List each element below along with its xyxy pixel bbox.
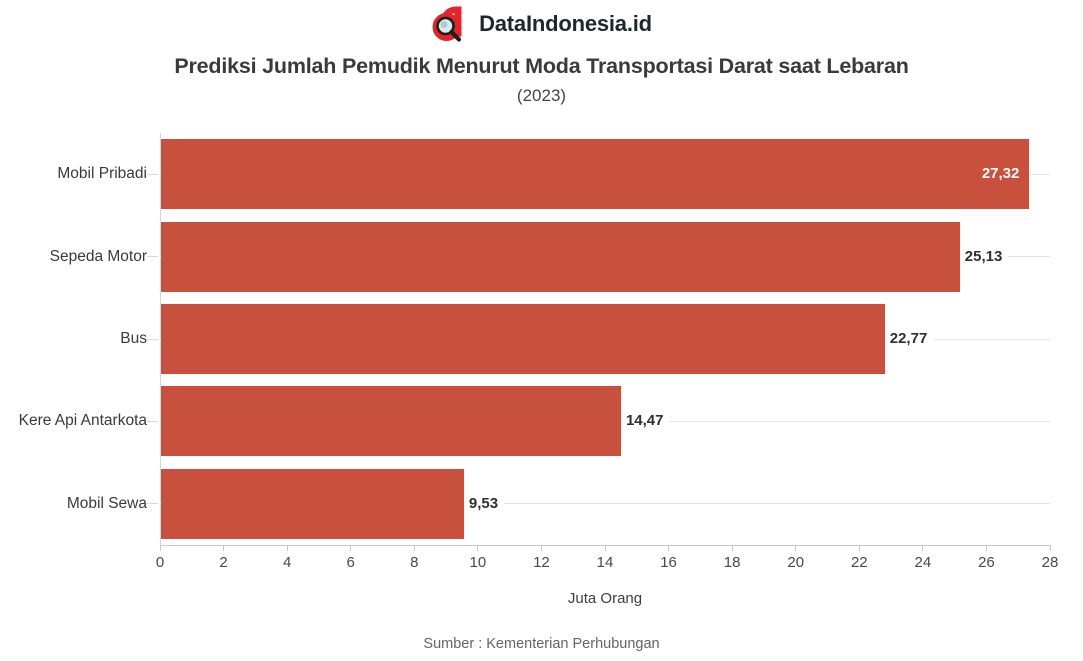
dataindonesia-logo-icon bbox=[431, 5, 469, 43]
x-axis-title: Juta Orang bbox=[567, 590, 643, 607]
x-tick-mark bbox=[731, 546, 733, 551]
x-tick-label: 14 bbox=[596, 554, 614, 571]
category-label: Bus bbox=[120, 330, 147, 347]
x-tick-mark bbox=[668, 546, 670, 551]
x-tick-label: 18 bbox=[723, 554, 741, 571]
x-tick-label: 12 bbox=[533, 554, 550, 571]
x-tick-label: 16 bbox=[660, 554, 677, 571]
brand-name: DataIndonesia.id bbox=[479, 11, 652, 36]
bar-mobil-sewa bbox=[161, 468, 464, 539]
y-tick-mark bbox=[147, 173, 158, 175]
x-tick-label: 8 bbox=[410, 554, 419, 571]
x-tick-label: 28 bbox=[1041, 554, 1059, 571]
value-label: 27,32 bbox=[981, 165, 1020, 183]
x-tick-label: 4 bbox=[282, 554, 292, 571]
chart-subtitle: (2023) bbox=[516, 86, 567, 105]
x-tick-label: 2 bbox=[219, 554, 228, 571]
x-tick-mark bbox=[223, 546, 225, 551]
x-tick-mark bbox=[858, 546, 860, 551]
brand-header: DataIndonesia.id bbox=[0, 5, 1083, 43]
x-tick-mark bbox=[413, 546, 415, 551]
chart-title: Prediksi Jumlah Pemudik Menurut Moda Tra… bbox=[174, 54, 909, 78]
x-tick-label: 20 bbox=[787, 554, 805, 571]
x-axis-line bbox=[160, 545, 1051, 546]
x-tick-mark bbox=[540, 546, 542, 551]
category-label: Kere Api Antarkota bbox=[18, 412, 147, 430]
bar-bus bbox=[161, 304, 885, 374]
x-tick-mark bbox=[922, 546, 924, 551]
value-label: 22,77 bbox=[884, 329, 934, 349]
x-tick-label: 10 bbox=[469, 554, 487, 571]
y-tick-mark bbox=[147, 503, 158, 505]
bar-chart-plot: 0 2 4 6 8 10 12 14 16 18 20 22 24 26 28 Mobil Pribadi 27… bbox=[19, 133, 1058, 571]
x-tick-mark bbox=[350, 546, 352, 551]
x-tick-label: 24 bbox=[914, 554, 932, 571]
x-tick-mark bbox=[795, 546, 797, 551]
y-tick-mark bbox=[147, 420, 158, 422]
x-tick-mark bbox=[286, 546, 288, 551]
x-tick-mark bbox=[985, 546, 987, 551]
x-tick-mark bbox=[159, 546, 161, 551]
y-tick-mark bbox=[147, 338, 158, 340]
y-axis-line bbox=[160, 133, 161, 546]
x-tick-label: 0 bbox=[155, 554, 165, 571]
x-tick-mark bbox=[1049, 546, 1051, 551]
x-tick-mark bbox=[477, 546, 479, 551]
bar-sepeda-motor bbox=[161, 221, 960, 292]
x-tick-label: 6 bbox=[346, 554, 355, 571]
row-grid-line bbox=[160, 503, 1050, 505]
category-label: Mobil Pribadi bbox=[57, 165, 147, 183]
category-label: Mobil Sewa bbox=[66, 494, 147, 512]
value-label: 25,13 bbox=[959, 246, 1009, 267]
category-label: Sepeda Motor bbox=[49, 247, 147, 265]
y-tick-mark bbox=[147, 256, 158, 258]
source-note: Sumber : Kementerian Perhubungan bbox=[423, 636, 660, 652]
value-label: 14,47 bbox=[620, 411, 670, 432]
bar-mobil-pribadi bbox=[161, 139, 1030, 210]
value-label: 9,53 bbox=[463, 493, 505, 514]
x-tick-label: 26 bbox=[978, 554, 995, 571]
bar-kere-api-antarkota bbox=[161, 386, 621, 457]
x-tick-mark bbox=[604, 546, 606, 551]
x-tick-label: 22 bbox=[850, 554, 868, 571]
